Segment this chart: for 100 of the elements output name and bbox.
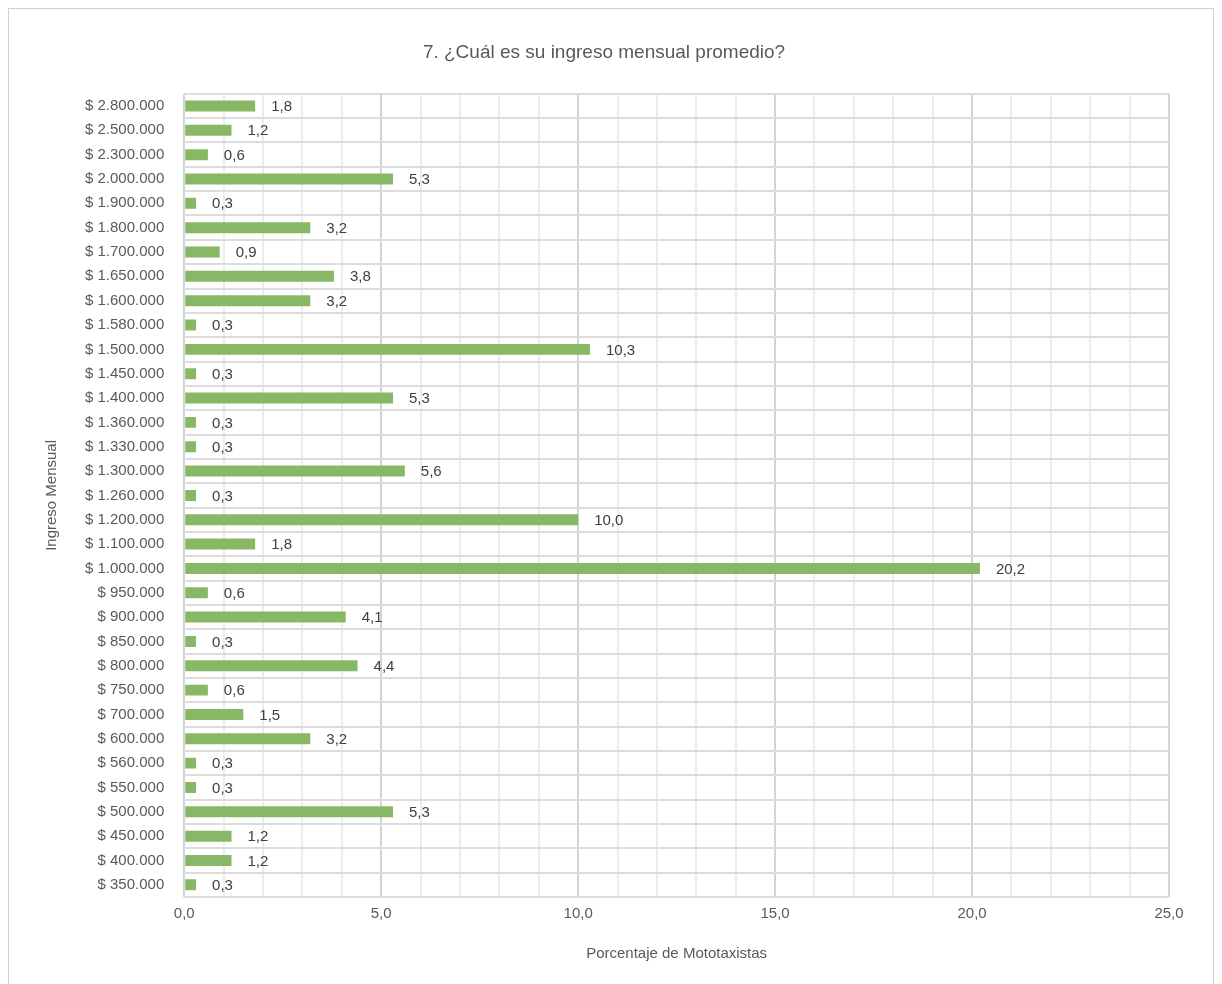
data-label: 20,2 <box>995 559 1026 577</box>
bar <box>185 660 358 672</box>
bar <box>185 124 232 136</box>
data-label: 0,3 <box>212 486 233 504</box>
y-tick-label: $ 700.000 <box>97 704 165 722</box>
bar <box>185 855 232 866</box>
y-tick-label: $ 600.000 <box>97 728 165 746</box>
data-label: 0,6 <box>223 583 245 601</box>
y-axis-title: Ingreso Mensual <box>42 439 60 551</box>
data-label: 1,5 <box>259 705 281 723</box>
bar <box>185 222 311 234</box>
data-label: 4,1 <box>361 608 383 626</box>
x-tick-label: 0,0 <box>173 904 195 922</box>
chart-title: 7. ¿Cuál es su ingreso mensual promedio? <box>422 40 786 62</box>
data-label: 3,2 <box>326 291 348 309</box>
data-label: 0,3 <box>212 875 233 893</box>
data-label: 3,8 <box>349 267 371 285</box>
data-label: 5,3 <box>409 170 430 188</box>
bar <box>185 757 197 769</box>
y-tick-label: $ 950.000 <box>97 582 165 600</box>
bar <box>185 708 244 720</box>
data-label: 0,6 <box>223 681 245 699</box>
data-label: 1,2 <box>247 851 269 869</box>
bar <box>185 416 197 428</box>
y-tick-label: $ 350.000 <box>97 874 165 892</box>
y-tick-label: $ 560.000 <box>97 753 165 771</box>
x-tick-label: 20,0 <box>957 904 987 922</box>
bar <box>185 441 197 453</box>
data-label: 0,9 <box>235 243 257 261</box>
bar <box>185 100 256 112</box>
data-label: 0,3 <box>212 437 233 455</box>
data-label: 0,3 <box>212 754 233 772</box>
data-label: 5,3 <box>409 389 430 407</box>
y-tick-label: $ 1.700.000 <box>84 242 165 260</box>
y-tick-label: $ 1.200.000 <box>84 509 165 527</box>
y-tick-label: $ 1.450.000 <box>84 363 165 381</box>
y-tick-label: $ 1.600.000 <box>84 290 165 308</box>
data-label: 0,3 <box>212 316 233 334</box>
x-tick-label: 10,0 <box>563 904 593 922</box>
y-tick-label: $ 1.900.000 <box>84 193 165 211</box>
data-label: 1,2 <box>247 121 269 139</box>
bar <box>185 611 346 623</box>
bar <box>185 295 311 307</box>
bar <box>185 173 394 185</box>
data-label: 5,6 <box>420 462 442 480</box>
y-tick-label: $ 2.300.000 <box>84 144 165 162</box>
y-tick-label: $ 1.300.000 <box>84 461 165 479</box>
bar <box>185 538 256 550</box>
y-tick-label: $ 2.500.000 <box>84 120 165 138</box>
data-label: 1,2 <box>247 827 269 845</box>
x-tick-label: 25,0 <box>1154 904 1184 922</box>
y-tick-label: $ 1.000.000 <box>84 558 165 576</box>
y-tick-label: $ 550.000 <box>97 777 165 795</box>
y-tick-label: $ 1.330.000 <box>84 436 165 454</box>
data-label: 0,3 <box>212 413 233 431</box>
data-label: 0,3 <box>212 632 233 650</box>
bar <box>185 733 311 745</box>
data-label: 3,2 <box>326 729 348 747</box>
bar <box>185 489 197 501</box>
y-tick-label: $ 1.360.000 <box>84 412 165 430</box>
bar <box>185 587 208 599</box>
y-tick-label: $ 500.000 <box>97 801 165 819</box>
y-tick-label: $ 1.400.000 <box>84 388 165 406</box>
bar <box>185 319 197 331</box>
bar <box>185 782 197 793</box>
bar <box>185 149 208 161</box>
data-label: 1,8 <box>271 535 292 553</box>
y-tick-label: $ 450.000 <box>97 826 165 844</box>
bar <box>185 635 197 647</box>
bar <box>185 684 208 696</box>
y-tick-label: $ 1.100.000 <box>84 534 165 552</box>
bar <box>185 830 232 842</box>
y-tick-label: $ 1.800.000 <box>84 217 165 235</box>
bar <box>185 465 405 477</box>
data-label: 3,2 <box>326 218 348 236</box>
data-label: 4,4 <box>373 656 395 674</box>
bar <box>185 343 590 355</box>
bar <box>185 879 197 891</box>
data-label: 0,3 <box>212 194 233 212</box>
y-tick-label: $ 1.650.000 <box>84 266 165 284</box>
bar <box>185 368 197 380</box>
data-label: 10,3 <box>605 340 636 358</box>
data-label: 5,3 <box>409 802 430 820</box>
bar <box>185 392 394 404</box>
y-tick-label: $ 1.580.000 <box>84 315 165 333</box>
bar <box>185 514 579 526</box>
bar <box>185 806 394 818</box>
data-label: 0,3 <box>212 364 233 382</box>
data-label: 1,8 <box>271 97 292 115</box>
data-label: 0,3 <box>212 778 233 796</box>
bar <box>185 270 334 282</box>
x-tick-label: 5,0 <box>370 904 392 922</box>
y-tick-label: $ 800.000 <box>97 655 165 673</box>
bar <box>185 246 220 258</box>
y-tick-label: $ 1.260.000 <box>84 485 165 503</box>
y-tick-label: $ 400.000 <box>97 850 165 868</box>
y-tick-label: $ 2.800.000 <box>84 96 165 114</box>
y-tick-label: $ 850.000 <box>97 631 165 649</box>
bar <box>185 562 980 574</box>
data-label: 0,6 <box>223 145 245 163</box>
